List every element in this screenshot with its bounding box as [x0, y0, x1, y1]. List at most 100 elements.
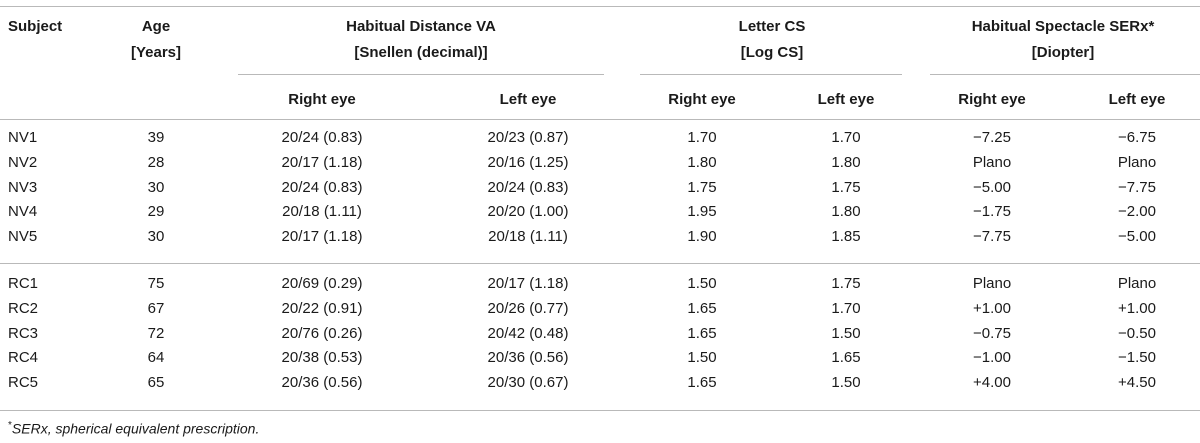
table-cell-va-l: 20/24 (0.83): [487, 178, 569, 196]
table-cell-age: 72: [147, 324, 165, 342]
table-cell-va-l: 20/18 (1.11): [488, 228, 568, 246]
table-cell-serx-l: −5.00: [1118, 228, 1156, 246]
table-cell-cs-l: 1.80: [831, 203, 861, 221]
header-cs-unit: [Log CS]: [740, 44, 804, 61]
table-cell-cs-l: 1.75: [831, 178, 861, 196]
table-cell-serx-l: −6.75: [1118, 129, 1156, 146]
table-cell-age: 39: [147, 129, 165, 146]
table-cell-va-r: 20/17 (1.18): [281, 153, 363, 171]
table-cell-cs-r: 1.90: [687, 228, 717, 246]
table-cell-cs-l: 1.65: [831, 349, 861, 367]
table-cell-age: 28: [147, 153, 165, 171]
table-cell-subject: RC5: [8, 374, 39, 392]
table-cell-subject: NV3: [8, 178, 38, 196]
table-cell-serx-l: +4.50: [1118, 374, 1156, 392]
footnote-marker: *: [8, 420, 12, 431]
header-va-right-eye: Right eye: [288, 91, 356, 108]
table-cell-serx-l: Plano: [1117, 275, 1157, 292]
table-cell-cs-r: 1.65: [687, 299, 717, 317]
table-cell-age: 65: [147, 374, 165, 392]
table-cell-cs-l: 1.50: [831, 324, 861, 342]
table-cell-subject: NV2: [8, 153, 38, 171]
table-cell-age: 29: [147, 203, 165, 221]
table-cell-age: 67: [147, 299, 165, 317]
table-cell-age: 30: [147, 178, 165, 196]
header-age: Age: [141, 18, 171, 35]
table-cell-va-l: 20/17 (1.18): [487, 275, 569, 292]
table-cell-va-l: 20/26 (0.77): [487, 299, 569, 317]
table-cell-subject: NV1: [8, 129, 38, 146]
table-cell-serx-r: −7.25: [973, 129, 1011, 146]
table-cell-va-r: 20/17 (1.18): [281, 228, 363, 246]
table-cell-serx-r: −0.75: [973, 324, 1011, 342]
header-subject: Subject: [8, 18, 63, 35]
table-cell-va-l: 20/36 (0.56): [487, 349, 569, 367]
table-cell-serx-r: −1.75: [973, 203, 1011, 221]
table-cell-cs-r: 1.70: [687, 129, 717, 146]
table-cell-subject: RC2: [8, 299, 39, 317]
table-cell-age: 30: [147, 228, 165, 246]
table-cell-cs-r: 1.50: [687, 275, 717, 292]
table-cell-va-r: 20/38 (0.53): [281, 349, 363, 367]
table-cell-cs-r: 1.80: [687, 153, 717, 171]
table-cell-serx-l: −0.50: [1118, 324, 1156, 342]
header-cs-left-eye: Left eye: [817, 91, 875, 108]
header-serx-right-eye: Right eye: [958, 91, 1026, 108]
table-cell-cs-r: 1.65: [687, 374, 717, 392]
table-cell-va-r: 20/18 (1.11): [282, 203, 362, 221]
table-cell-subject: RC3: [8, 324, 39, 342]
table-cell-va-r: 20/36 (0.56): [281, 374, 363, 392]
table-cell-va-r: 20/24 (0.83): [281, 129, 363, 146]
header-age-unit: [Years]: [130, 44, 182, 61]
table-cell-serx-l: Plano: [1117, 153, 1157, 171]
table-cell-cs-r: 1.95: [687, 203, 717, 221]
table-cell-age: 75: [147, 275, 165, 292]
table-top-rule: [0, 6, 1200, 7]
table-cell-va-r: 20/76 (0.26): [281, 324, 363, 342]
table-bottom-rule: [0, 410, 1200, 411]
header-serx-left-eye: Left eye: [1108, 91, 1166, 108]
table-cell-cs-r: 1.75: [687, 178, 717, 196]
header-va: Habitual Distance VA: [346, 18, 496, 35]
table-cell-cs-l: 1.50: [831, 374, 861, 392]
table-cell-va-l: 20/23 (0.87): [487, 129, 569, 146]
table-cell-cs-l: 1.80: [831, 153, 861, 171]
table-cell-subject: NV4: [8, 203, 38, 221]
table-cell-cs-l: 1.85: [831, 228, 861, 246]
table-cell-subject: RC1: [8, 275, 39, 292]
table-cell-age: 64: [147, 349, 165, 367]
table-cell-subject: RC4: [8, 349, 39, 367]
cs-group-rule: [640, 74, 902, 75]
header-va-left-eye: Left eye: [499, 91, 557, 108]
table-cell-serx-r: +1.00: [973, 299, 1011, 317]
group-divider-rule: [0, 263, 1200, 264]
table-cell-serx-l: −1.50: [1118, 349, 1156, 367]
table-cell-serx-r: Plano: [972, 153, 1012, 171]
table-cell-cs-l: 1.70: [831, 299, 861, 317]
header-cs-right-eye: Right eye: [668, 91, 736, 108]
table-cell-serx-l: −7.75: [1118, 178, 1156, 196]
footnote-text: SERx, spherical equivalent prescription.: [11, 420, 260, 437]
table-cell-cs-l: 1.75: [831, 275, 861, 292]
table-cell-cs-r: 1.65: [687, 324, 717, 342]
table-cell-serx-r: +4.00: [973, 374, 1011, 392]
table-cell-serx-r: −5.00: [973, 178, 1011, 196]
table-cell-va-r: 20/22 (0.91): [281, 299, 363, 317]
table-cell-va-r: 20/69 (0.29): [281, 275, 363, 292]
table-cell-cs-r: 1.50: [687, 349, 717, 367]
table-cell-subject: NV5: [8, 228, 38, 246]
table-cell-serx-l: −2.00: [1118, 203, 1156, 221]
header-serx-unit: [Diopter]: [1031, 44, 1095, 61]
table-cell-serx-r: Plano: [972, 275, 1012, 292]
table-cell-va-l: 20/20 (1.00): [487, 203, 569, 221]
serx-group-rule: [930, 74, 1200, 75]
table-cell-va-l: 20/30 (0.67): [487, 374, 569, 392]
table-cell-va-r: 20/24 (0.83): [281, 178, 363, 196]
table-cell-serx-r: −7.75: [973, 228, 1011, 246]
header-serx: Habitual Spectacle SERx*: [971, 18, 1155, 35]
header-cs: Letter CS: [738, 18, 806, 35]
table-cell-serx-r: −1.00: [973, 349, 1011, 367]
table-cell-serx-l: +1.00: [1118, 299, 1156, 317]
header-bottom-rule: [0, 119, 1200, 120]
table-cell-va-l: 20/42 (0.48): [487, 324, 569, 342]
